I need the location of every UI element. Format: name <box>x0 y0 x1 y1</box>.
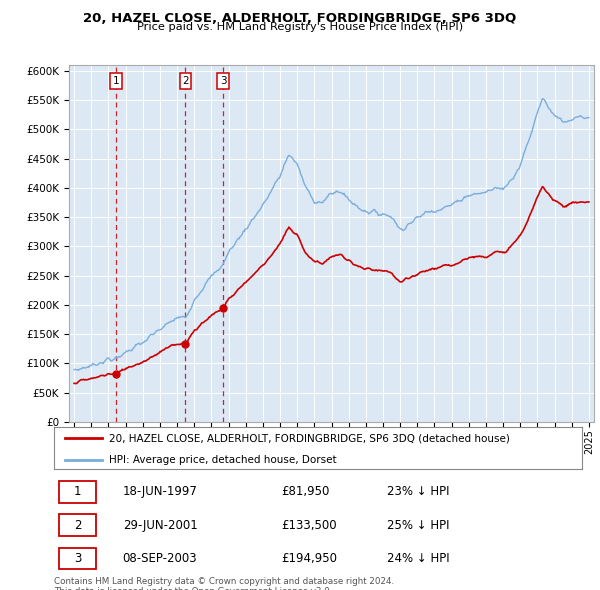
Text: 20, HAZEL CLOSE, ALDERHOLT, FORDINGBRIDGE, SP6 3DQ: 20, HAZEL CLOSE, ALDERHOLT, FORDINGBRIDG… <box>83 12 517 25</box>
Text: 1: 1 <box>113 76 119 86</box>
Text: 24% ↓ HPI: 24% ↓ HPI <box>386 552 449 565</box>
Text: 08-SEP-2003: 08-SEP-2003 <box>122 552 197 565</box>
Text: 3: 3 <box>220 76 226 86</box>
Text: 2: 2 <box>182 76 189 86</box>
Text: 23% ↓ HPI: 23% ↓ HPI <box>386 485 449 498</box>
Text: £133,500: £133,500 <box>281 519 337 532</box>
Text: Contains HM Land Registry data © Crown copyright and database right 2024.
This d: Contains HM Land Registry data © Crown c… <box>54 577 394 590</box>
Text: HPI: Average price, detached house, Dorset: HPI: Average price, detached house, Dors… <box>109 455 337 465</box>
Text: 2: 2 <box>74 519 82 532</box>
Bar <box>59 481 96 503</box>
Text: 1: 1 <box>74 485 82 498</box>
Text: 20, HAZEL CLOSE, ALDERHOLT, FORDINGBRIDGE, SP6 3DQ (detached house): 20, HAZEL CLOSE, ALDERHOLT, FORDINGBRIDG… <box>109 434 511 444</box>
Bar <box>59 514 96 536</box>
Text: £194,950: £194,950 <box>281 552 337 565</box>
Text: 18-JUN-1997: 18-JUN-1997 <box>122 485 197 498</box>
Text: 25% ↓ HPI: 25% ↓ HPI <box>386 519 449 532</box>
Text: 3: 3 <box>74 552 82 565</box>
Bar <box>59 548 96 569</box>
Text: £81,950: £81,950 <box>281 485 329 498</box>
Text: 29-JUN-2001: 29-JUN-2001 <box>122 519 197 532</box>
Text: Price paid vs. HM Land Registry's House Price Index (HPI): Price paid vs. HM Land Registry's House … <box>137 22 463 32</box>
